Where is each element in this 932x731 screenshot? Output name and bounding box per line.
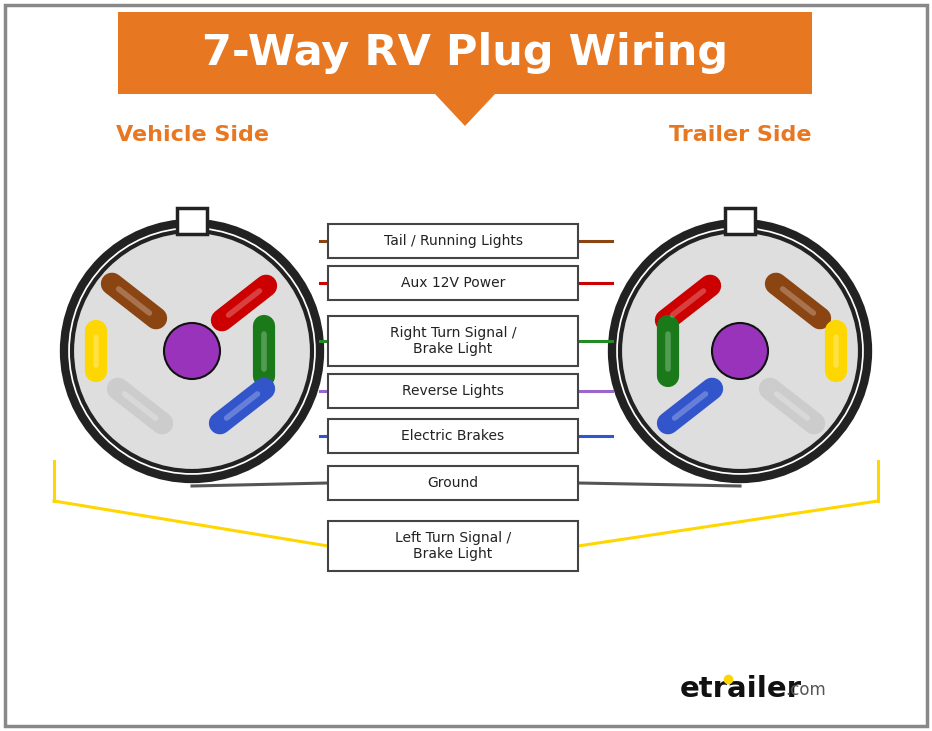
Text: Vehicle Side: Vehicle Side — [116, 125, 268, 145]
Text: Right Turn Signal /
Brake Light: Right Turn Signal / Brake Light — [390, 326, 516, 356]
Text: Trailer Side: Trailer Side — [669, 125, 811, 145]
Text: Reverse Lights: Reverse Lights — [402, 384, 504, 398]
Text: 7-Way RV Plug Wiring: 7-Way RV Plug Wiring — [202, 32, 728, 74]
Text: Left Turn Signal /
Brake Light: Left Turn Signal / Brake Light — [395, 531, 511, 561]
FancyBboxPatch shape — [177, 208, 207, 234]
FancyBboxPatch shape — [328, 466, 578, 500]
Circle shape — [64, 223, 320, 479]
FancyBboxPatch shape — [118, 12, 812, 94]
Text: Electric Brakes: Electric Brakes — [402, 429, 504, 443]
Circle shape — [620, 231, 860, 471]
Text: etrailer: etrailer — [680, 675, 802, 703]
Text: Aux 12V Power: Aux 12V Power — [401, 276, 505, 290]
FancyBboxPatch shape — [328, 374, 578, 408]
Text: Tail / Running Lights: Tail / Running Lights — [383, 234, 523, 248]
Circle shape — [164, 323, 220, 379]
FancyBboxPatch shape — [328, 266, 578, 300]
Circle shape — [612, 223, 868, 479]
Text: .com: .com — [785, 681, 826, 699]
FancyBboxPatch shape — [328, 224, 578, 258]
Text: Ground: Ground — [428, 476, 478, 490]
FancyBboxPatch shape — [328, 316, 578, 366]
FancyBboxPatch shape — [328, 521, 578, 571]
FancyBboxPatch shape — [725, 208, 755, 234]
FancyBboxPatch shape — [328, 419, 578, 453]
Polygon shape — [435, 94, 495, 126]
Circle shape — [712, 323, 768, 379]
Circle shape — [72, 231, 312, 471]
